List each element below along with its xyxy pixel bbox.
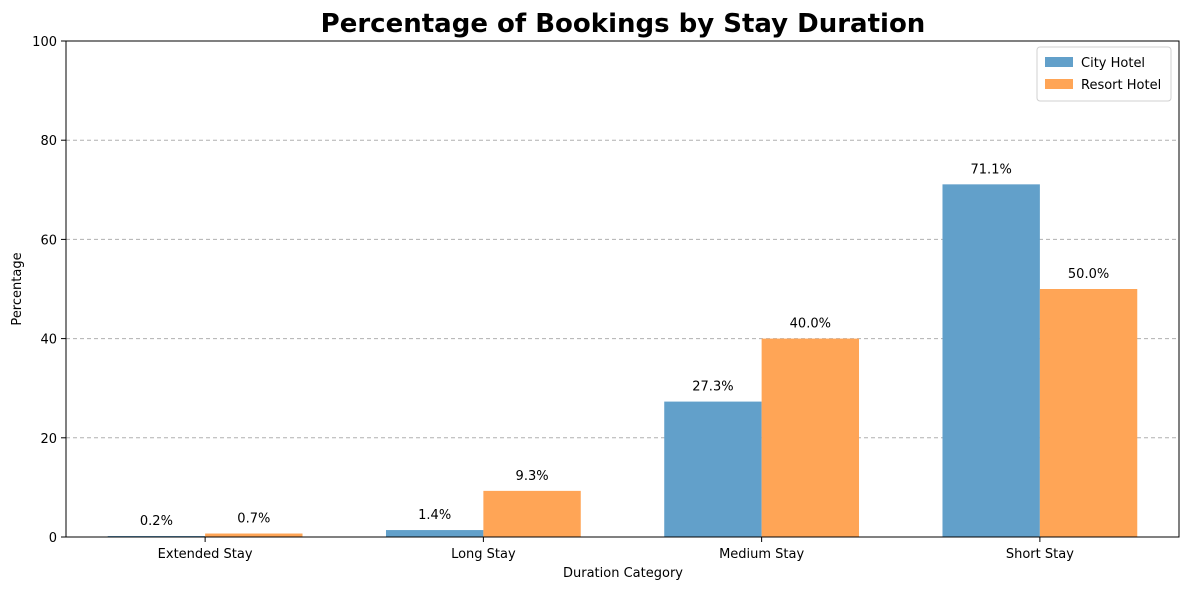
bar-resort-hotel-extended-stay xyxy=(205,533,303,537)
legend-swatch xyxy=(1045,57,1073,67)
legend: City Hotel Resort Hotel xyxy=(1036,46,1172,102)
x-tick-label: Short Stay xyxy=(1006,547,1074,562)
y-tick-label: 0 xyxy=(49,531,57,546)
legend-label: City Hotel xyxy=(1081,56,1145,71)
bars xyxy=(107,184,1138,537)
y-axis-label: Percentage xyxy=(10,252,25,325)
legend-swatch xyxy=(1045,79,1073,89)
bar-resort-hotel-long-stay xyxy=(483,490,581,537)
x-tick-label: Extended Stay xyxy=(158,547,253,562)
x-tick-label: Long Stay xyxy=(451,547,516,562)
bar-city-hotel-long-stay xyxy=(385,530,484,537)
data-label: 71.1% xyxy=(971,162,1012,177)
bar-city-hotel-short-stay xyxy=(942,184,1040,537)
y-tick-label: 40 xyxy=(40,333,57,348)
legend-label: Resort Hotel xyxy=(1081,78,1161,93)
data-label: 0.2% xyxy=(140,514,173,529)
plot-frame xyxy=(65,40,1180,538)
x-axis-label: Duration Category xyxy=(563,566,683,581)
chart-title: Percentage of Bookings by Stay Duration xyxy=(321,9,926,39)
bar-city-hotel-medium-stay xyxy=(664,401,762,537)
x-tick-label: Medium Stay xyxy=(719,547,804,562)
y-tick-label: 60 xyxy=(40,233,57,248)
data-label: 40.0% xyxy=(790,317,831,332)
y-tick-label: 80 xyxy=(40,134,57,149)
data-label: 50.0% xyxy=(1068,267,1109,282)
y-tick-label: 100 xyxy=(32,35,57,50)
data-label: 9.3% xyxy=(516,469,549,484)
bar-resort-hotel-medium-stay xyxy=(761,338,860,537)
data-label: 1.4% xyxy=(418,508,451,523)
axes: 0 20 40 60 80 100 Extended Stay Long Stay Medium… xyxy=(32,35,1180,562)
bar-resort-hotel-short-stay xyxy=(1039,289,1138,537)
data-labels: 0.2% 0.7% 1.4% 9.3% 27.3% 40.0% 71.1% 50.0% xyxy=(140,162,1109,529)
data-label: 0.7% xyxy=(237,512,270,527)
y-tick-label: 20 xyxy=(40,432,57,447)
data-label: 27.3% xyxy=(692,380,733,395)
